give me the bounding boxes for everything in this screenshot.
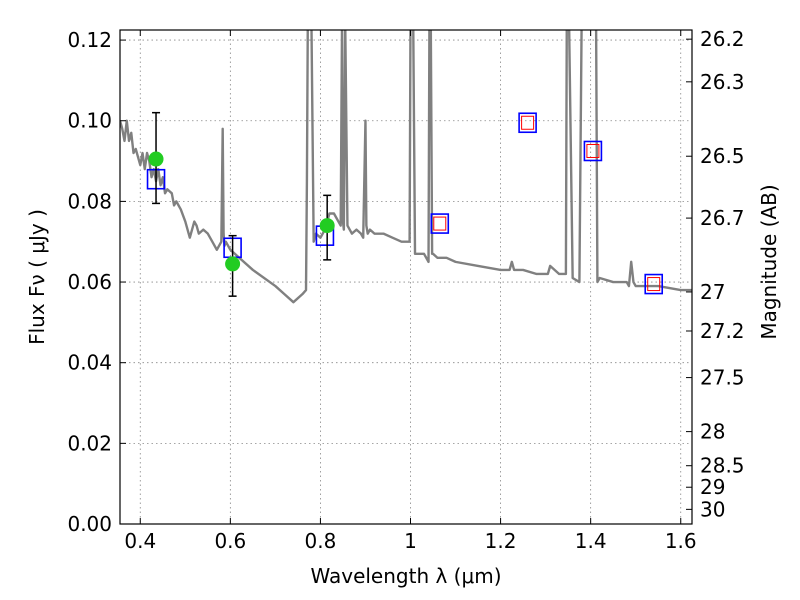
y2-tick-label: 28.5 [700, 454, 745, 478]
model-point-inner-box [521, 115, 535, 130]
y-tick-label: 0.10 [67, 109, 112, 133]
x-tick-label: 0.4 [124, 529, 156, 553]
y2-tick-label: 29 [700, 475, 725, 499]
model-point-box [430, 213, 450, 234]
model-point-box [583, 140, 603, 162]
y2-tick-label: 27 [700, 280, 725, 304]
x-tick-label: 1.4 [575, 529, 607, 553]
plot-frame [119, 29, 693, 525]
x-tick-label: 1 [404, 529, 417, 553]
y2-tick-label: 27.2 [700, 319, 745, 343]
model-point-inner-box [647, 277, 661, 292]
model-point-box [518, 112, 537, 134]
plot-area [120, 30, 692, 304]
x-tick-label: 0.8 [305, 529, 337, 553]
y2-tick-label: 28 [700, 420, 725, 444]
y-tick-label: 0.00 [67, 512, 112, 536]
model-point-inner-box [433, 216, 447, 231]
y2-tick-label: 26.7 [700, 206, 745, 230]
y-tick-label: 0.04 [67, 351, 112, 375]
y2-axis-title: Magnitude (AB) [757, 184, 781, 339]
x-tick-label: 1.2 [485, 529, 517, 553]
model-point-box [644, 273, 664, 295]
model-point-inner-box [586, 143, 600, 158]
x-axis: 0.4 0.6 0.8 1 1.2 1.4 1.6 [124, 30, 697, 553]
y2-tick-label: 26.3 [700, 70, 745, 94]
x-tick-label: 1.6 [665, 529, 697, 553]
y-tick-label: 0.08 [67, 189, 112, 213]
y-axis-left: 0.00 0.02 0.04 0.06 0.08 0.10 0.12 [67, 28, 126, 536]
y2-tick-label: 30 [700, 497, 725, 521]
y-tick-label: 0.12 [67, 28, 112, 52]
x-tick-label: 0.6 [214, 529, 246, 553]
y2-tick-label: 27.5 [700, 366, 745, 390]
y-tick-label: 0.02 [67, 431, 112, 455]
y2-tick-label: 26.5 [700, 144, 745, 168]
grid-lines [120, 30, 692, 525]
observed-point [148, 151, 164, 167]
y2-tick-label: 26.2 [700, 27, 745, 51]
model-spectrum-line [120, 30, 692, 304]
y-axis-title: Flux Fν ( μJy ) [25, 209, 49, 345]
observed-point [319, 218, 335, 234]
observed-point [225, 256, 241, 272]
y-tick-label: 0.06 [67, 270, 112, 294]
x-axis-title: Wavelength λ (μm) [310, 564, 501, 588]
